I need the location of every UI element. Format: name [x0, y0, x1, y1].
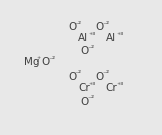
Text: ·: · — [36, 57, 40, 67]
Text: O: O — [42, 57, 50, 67]
Text: ⁺³: ⁺³ — [89, 31, 96, 40]
Text: ⁻²: ⁻² — [87, 43, 95, 53]
Text: O: O — [81, 46, 89, 56]
Text: ⁺: ⁺ — [36, 55, 40, 64]
Text: O: O — [68, 72, 76, 82]
Text: O: O — [68, 22, 76, 32]
Text: ⁺³: ⁺³ — [116, 31, 124, 40]
Text: ⁻²: ⁻² — [75, 20, 82, 29]
Text: ⁻²: ⁻² — [48, 55, 56, 64]
Text: O: O — [96, 72, 104, 82]
Text: ⁻²: ⁻² — [87, 94, 95, 103]
Text: Cr: Cr — [106, 83, 117, 93]
Text: O: O — [96, 22, 104, 32]
Text: Cr: Cr — [78, 83, 90, 93]
Text: ⁻²: ⁻² — [103, 20, 110, 29]
Text: ⁺³: ⁺³ — [89, 81, 96, 90]
Text: Al: Al — [106, 33, 116, 43]
Text: ⁺³: ⁺³ — [116, 81, 124, 90]
Text: O: O — [81, 97, 89, 107]
Text: Mg: Mg — [24, 57, 40, 67]
Text: Al: Al — [78, 33, 88, 43]
Text: ⁻²: ⁻² — [103, 70, 110, 78]
Text: ⁻²: ⁻² — [75, 70, 82, 78]
